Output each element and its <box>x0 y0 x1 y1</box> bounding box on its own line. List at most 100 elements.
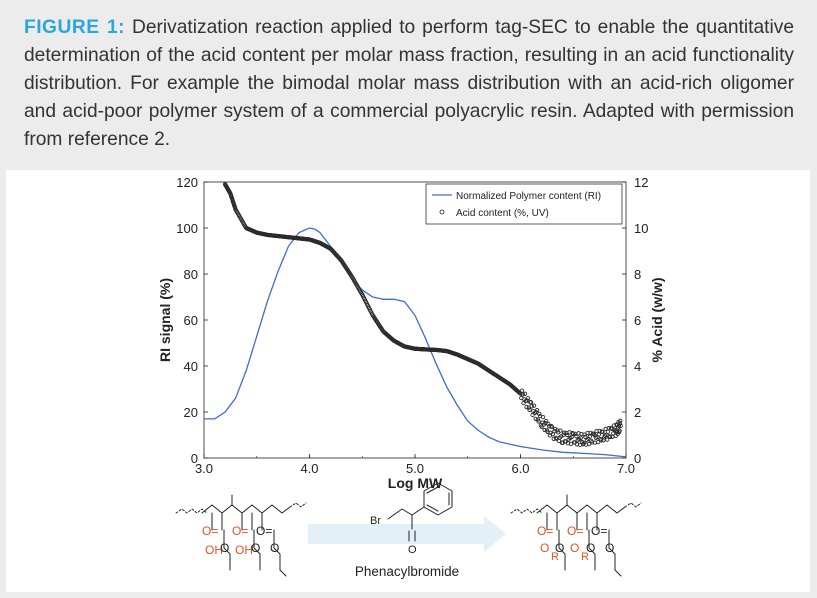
ester-o-label: O <box>270 541 279 555</box>
legend: Normalized Polymer content (RI) Acid con… <box>425 183 623 225</box>
reagent-name: Phenacylbromide <box>355 564 459 579</box>
y-tick-label: 0 <box>191 451 198 466</box>
y-tick-label: 20 <box>184 405 198 420</box>
ester-o-label: O <box>540 541 549 555</box>
y2-ticks: 0 2 4 6 8 10 12 <box>622 175 648 466</box>
bromine-label: Br <box>370 515 381 527</box>
acid-point <box>524 404 529 410</box>
acid-point <box>558 428 563 433</box>
acid-point <box>536 419 541 424</box>
y2-tick-label: 12 <box>634 175 648 190</box>
acid-point <box>571 431 576 436</box>
y2-tick-label: 0 <box>634 451 641 466</box>
legend-entry-acid: Acid content (%, UV) <box>456 208 549 219</box>
acid-point <box>520 392 525 397</box>
acid-point <box>528 400 534 405</box>
y-tick-label: 60 <box>184 313 198 328</box>
acid-point <box>608 425 614 431</box>
ester-polymer-atoms: O= O= O= O R O R O O O <box>537 524 614 563</box>
acid-polymer-structure <box>175 494 307 577</box>
y-axis-label: RI signal (%) <box>157 278 173 362</box>
x-axis-label: Log MW <box>388 475 443 491</box>
x-tick-label: 6.0 <box>511 461 529 476</box>
acid-point <box>600 429 605 435</box>
acid-point <box>529 404 534 409</box>
legend-marker-swatch <box>439 209 445 215</box>
acid-point <box>521 400 526 406</box>
acid-point <box>618 423 623 428</box>
r-group-label-2: R <box>581 551 589 563</box>
x-ticks: 3.0 4.0 5.0 6.0 7.0 <box>195 454 635 476</box>
y2-tick-label: 10 <box>634 221 648 236</box>
reaction-scheme: O= O= O= OH OH O O O Br <box>175 482 642 579</box>
acid-point <box>595 439 601 445</box>
ester-o-label: O <box>220 541 229 555</box>
carbonyl-oxygen-label: O <box>408 544 417 556</box>
acid-point <box>549 424 555 430</box>
acid-point <box>531 403 537 408</box>
hydroxyl-label-2: OH <box>235 543 253 557</box>
ester-o-label: O <box>555 541 564 555</box>
acid-point <box>539 424 544 429</box>
acid-point <box>618 418 623 423</box>
carbonyl-o-label: O= <box>537 524 553 538</box>
figure-svg: 3.0 4.0 5.0 6.0 7.0 0 20 40 60 80 100 120 0 2 4 6 8 10 1… <box>157 175 665 579</box>
legend-entry-ri: Normalized Polymer content (RI) <box>456 191 601 202</box>
acid-point <box>598 438 604 443</box>
acid-point <box>583 434 588 439</box>
acid-point <box>608 434 613 440</box>
x-tick-label: 5.0 <box>406 461 424 476</box>
acid-point <box>599 429 605 434</box>
legend-box <box>425 183 623 225</box>
carbonyl-o-label: O= <box>591 524 607 538</box>
y-tick-label: 120 <box>176 175 198 190</box>
y-tick-label: 80 <box>184 267 198 282</box>
acid-point <box>611 431 616 436</box>
acid-point <box>540 414 546 420</box>
ester-polymer-structure <box>510 494 642 577</box>
x-tick-label: 3.0 <box>195 461 213 476</box>
carbonyl-o-label: O= <box>202 524 218 538</box>
acid-point <box>530 412 535 418</box>
series-layer <box>204 182 627 458</box>
hydroxyl-label-1: OH <box>205 543 223 557</box>
figure-caption-text: Derivatization reaction applied to perfo… <box>24 17 794 150</box>
acid-point <box>569 434 574 440</box>
acid-point <box>617 428 622 433</box>
x-tick-label: 4.0 <box>300 461 318 476</box>
acid-point <box>605 429 611 434</box>
y2-tick-label: 6 <box>634 313 641 328</box>
acid-point <box>525 396 531 401</box>
acid-point <box>519 388 525 393</box>
ri-series-line <box>204 227 627 458</box>
acid-point <box>605 437 610 442</box>
y-ticks: 0 20 40 60 80 100 120 <box>176 175 208 466</box>
acid-point <box>574 434 579 439</box>
acid-point <box>533 416 538 422</box>
r-group-label-1: R <box>551 551 559 563</box>
acid-point <box>537 411 542 417</box>
acid-point <box>546 421 551 427</box>
acid-point <box>522 391 528 396</box>
reaction-arrow <box>308 516 506 552</box>
carbonyl-o-label: O= <box>567 524 583 538</box>
acid-point <box>562 430 567 435</box>
ester-o-label: O <box>586 541 595 555</box>
carbonyl-o-label: O= <box>232 524 248 538</box>
phenacylbromide-structure <box>387 482 453 542</box>
ester-o-label: O <box>605 541 614 555</box>
acid-point <box>543 418 549 424</box>
figure-caption: FIGURE 1: Derivatization reaction applie… <box>24 14 794 154</box>
x-tick-label: 7.0 <box>617 461 635 476</box>
ester-o-label: O <box>570 541 579 555</box>
carbonyl-o-label: O= <box>256 524 272 538</box>
acid-point <box>549 424 554 429</box>
acid-point <box>542 427 547 433</box>
acid-point <box>586 441 592 447</box>
y2-tick-label: 8 <box>634 267 641 282</box>
y-tick-label: 100 <box>176 221 198 236</box>
acid-point <box>565 432 570 438</box>
y2-axis-label: % Acid (w/w) <box>649 277 665 362</box>
y2-tick-label: 4 <box>634 359 641 374</box>
acid-point <box>527 407 532 412</box>
